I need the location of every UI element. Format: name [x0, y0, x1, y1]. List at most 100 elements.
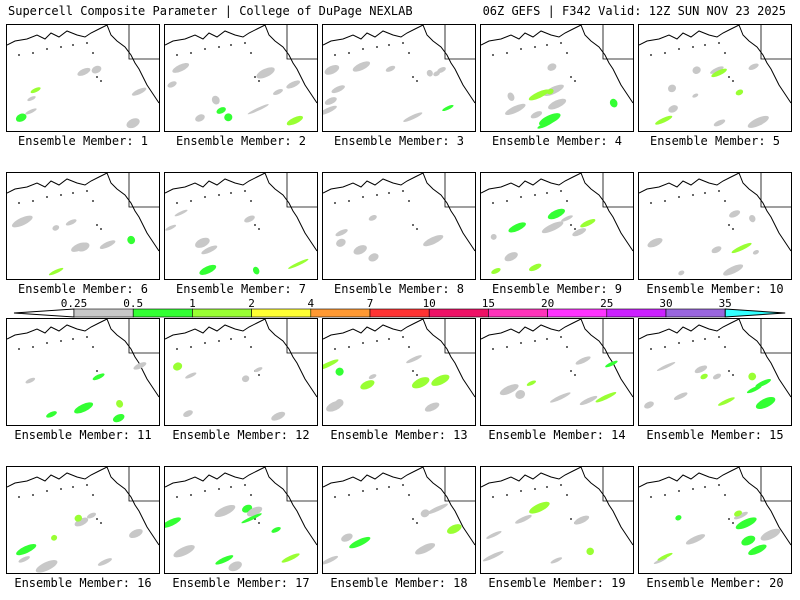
- island: [60, 46, 62, 48]
- scp-contour: [424, 402, 440, 412]
- island: [86, 42, 88, 44]
- scp-contour: [515, 390, 526, 399]
- island: [376, 46, 378, 48]
- member-label: Ensemble Member: 18: [330, 576, 468, 590]
- island: [244, 190, 246, 192]
- island: [534, 488, 536, 490]
- island: [560, 336, 562, 338]
- scp-contour: [91, 65, 102, 74]
- member-label: Ensemble Member: 8: [333, 282, 465, 296]
- island: [704, 338, 706, 340]
- scp-contour: [323, 105, 337, 116]
- scp-contour: [700, 373, 708, 380]
- border-line: [444, 25, 475, 60]
- island: [704, 44, 706, 46]
- scp-contour: [126, 118, 140, 129]
- scp-contour: [673, 392, 688, 400]
- island: [218, 340, 220, 342]
- member-map-panel: [6, 466, 160, 574]
- island: [546, 192, 548, 194]
- island: [100, 228, 102, 230]
- scp-contour: [605, 360, 618, 368]
- island: [348, 200, 350, 202]
- coastline: [323, 319, 475, 398]
- island: [96, 370, 98, 372]
- island: [334, 202, 336, 204]
- figure-title: Supercell Composite Parameter | College …: [8, 4, 413, 18]
- island: [72, 192, 74, 194]
- scp-contour: [131, 87, 147, 96]
- scp-contour: [755, 397, 776, 409]
- island: [18, 348, 20, 350]
- coastline: [165, 467, 317, 546]
- member-label: Ensemble Member: 19: [488, 576, 626, 590]
- scp-contour: [201, 245, 218, 255]
- island: [254, 76, 256, 78]
- island: [402, 484, 404, 486]
- border-line: [128, 467, 159, 502]
- island: [204, 196, 206, 198]
- scp-contour: [323, 555, 339, 565]
- island: [704, 192, 706, 194]
- island: [204, 342, 206, 344]
- scp-contour: [336, 238, 346, 247]
- member-map-panel: [638, 466, 792, 574]
- island: [46, 196, 48, 198]
- island: [250, 494, 252, 496]
- colorbar-segment: [369, 308, 430, 318]
- border-line: [128, 173, 159, 208]
- island: [416, 522, 418, 524]
- scp-contour: [25, 108, 37, 115]
- island: [204, 490, 206, 492]
- scp-contour: [71, 242, 87, 252]
- island: [334, 348, 336, 350]
- border-line: [602, 173, 633, 208]
- scp-contour: [127, 235, 136, 245]
- scp-contour: [167, 81, 177, 88]
- scp-contour: [504, 252, 518, 262]
- island: [244, 42, 246, 44]
- island: [334, 496, 336, 498]
- member-map-panel: [480, 24, 634, 132]
- scp-contour: [746, 385, 762, 394]
- scp-contour: [711, 246, 722, 254]
- island: [520, 48, 522, 50]
- scp-contour: [423, 234, 444, 247]
- scp-contour: [48, 267, 64, 276]
- island: [204, 48, 206, 50]
- border-line: [286, 319, 317, 354]
- island: [218, 194, 220, 196]
- scp-contour: [116, 399, 124, 408]
- island: [574, 374, 576, 376]
- member-label: Ensemble Member: 11: [14, 428, 152, 442]
- island: [218, 46, 220, 48]
- scp-contour: [486, 530, 502, 539]
- scp-contour: [247, 104, 269, 115]
- member-label: Ensemble Member: 3: [333, 134, 465, 148]
- scp-contour: [281, 553, 300, 563]
- island: [258, 522, 260, 524]
- scp-contour: [647, 237, 663, 248]
- scp-contour: [718, 397, 735, 406]
- member-map-panel: [164, 172, 318, 280]
- island: [230, 338, 232, 340]
- scp-contour: [561, 215, 573, 222]
- colorbar-segment: [428, 308, 489, 318]
- scp-contour: [541, 221, 564, 234]
- scp-contour: [273, 88, 283, 96]
- colorbar-segment: [547, 308, 608, 318]
- scp-contour: [27, 96, 36, 102]
- island: [402, 42, 404, 44]
- coastline: [7, 467, 159, 546]
- island: [732, 374, 734, 376]
- member-label: Ensemble Member: 1: [17, 134, 149, 148]
- island: [362, 196, 364, 198]
- member-map-panel: [322, 24, 476, 132]
- colorbar-tick-label: 15: [482, 297, 495, 310]
- scp-contour: [755, 379, 772, 388]
- member-map-panel: [164, 466, 318, 574]
- border-line: [286, 25, 317, 60]
- member-label: Ensemble Member: 6: [17, 282, 149, 296]
- island: [416, 374, 418, 376]
- island: [408, 200, 410, 202]
